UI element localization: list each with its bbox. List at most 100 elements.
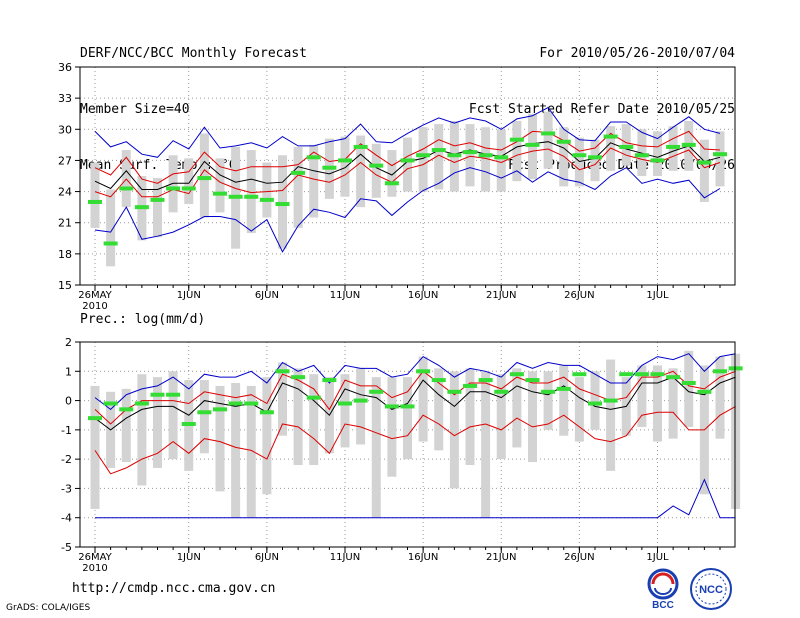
spread-box [246,385,256,518]
series-line-min [95,478,736,519]
y-tick-label: 0 [65,395,72,408]
observed-mark [384,181,399,186]
ncc-logo: NCC [690,568,732,610]
observed-mark [353,144,368,149]
observed-mark [228,401,243,406]
observed-mark [88,199,102,204]
observed-mark [697,389,712,394]
spread-box [512,120,522,182]
spread-box [528,371,537,463]
observed-mark [134,401,149,406]
series-line-upper [94,370,736,425]
observed-mark [494,155,509,160]
y-tick-label: 24 [58,186,72,199]
spread-box [481,371,491,518]
y-tick-label: 21 [58,217,72,230]
spread-box [340,374,350,448]
x-tick-label: 16JUN [408,290,438,301]
spread-box [403,137,412,192]
x-tick-label: 26JUN [564,290,594,301]
spread-box [153,178,162,238]
observed-mark [213,191,227,196]
observed-mark [572,153,587,158]
observed-mark [666,144,681,149]
panel-2-title: Prec.: log(mm/d) [80,312,205,327]
spread-box [199,380,209,454]
spread-box [278,155,287,249]
observed-mark [603,398,618,403]
observed-mark [494,389,509,394]
spread-box [653,365,662,442]
observed-mark [400,404,415,409]
spread-box [309,144,319,218]
x-tick-label: 6JUN [255,290,279,301]
observed-mark [681,381,696,385]
y-tick-label: 27 [58,154,72,167]
observed-mark [306,155,321,160]
footer-url[interactable]: http://cmdp.ncc.cma.gov.cn [72,581,276,596]
spread-box [137,374,147,486]
observed-mark [244,401,259,406]
observed-mark [463,383,477,388]
observed-mark [478,378,493,383]
x-tick-label: 6JUN [255,552,279,563]
spread-box [684,350,694,427]
observed-mark [431,148,446,153]
spread-box [418,127,428,192]
observed-mark [728,366,743,371]
observed-mark [541,389,556,394]
observed-mark [384,404,399,409]
observed-mark [634,153,649,158]
y-tick-label: 1 [65,365,72,378]
spread-box [262,377,272,495]
x-tick-label: 26MAY [78,290,112,301]
y-tick-label: -5 [61,541,72,554]
spread-box [543,371,553,430]
spread-box [481,127,491,192]
observed-mark [619,372,634,377]
spread-box [653,131,662,176]
x-tick-label: 1JUN [177,290,201,301]
observed-mark [150,197,165,202]
forecast-period: For 2010/05/26-2010/07/04 [539,46,735,61]
y-tick-label: 33 [58,92,72,105]
spread-box [434,368,444,451]
spread-box [465,368,475,465]
series-line-max [94,353,736,411]
spread-box [590,139,600,182]
observed-mark [603,134,618,139]
series-line-max [94,106,721,158]
observed-mark [650,372,665,377]
observed-mark [103,401,118,406]
spread-box [637,365,647,427]
observed-mark [369,389,384,394]
spread-box [90,162,100,228]
observed-mark [463,150,477,155]
observed-mark [103,241,118,246]
bcc-logo: BCC [647,568,679,610]
y-tick-label: 18 [58,248,72,261]
bcc-logo-text: BCC [652,600,674,610]
forecast-title: DERF/NCC/BCC Monthly Forecast [80,46,307,61]
observed-mark [259,410,274,415]
spread-box [293,368,303,465]
y-tick-label: -3 [61,482,72,495]
observed-mark [509,372,524,377]
spread-box [715,131,725,187]
member-size: Member Size=40 [80,102,190,117]
observed-mark [197,410,212,415]
spread-box [278,362,287,436]
spread-box [637,129,647,176]
observed-mark [713,369,727,374]
y-tick-label: 36 [58,61,72,74]
observed-mark [556,386,571,391]
observed-mark [275,202,290,207]
x-tick-label: 16JUN [408,552,438,563]
observed-mark [525,378,540,383]
observed-mark [713,152,727,157]
spread-box [371,377,381,518]
spread-box [199,133,209,218]
observed-mark [322,165,337,170]
spread-box [309,374,319,465]
observed-mark [166,392,181,397]
